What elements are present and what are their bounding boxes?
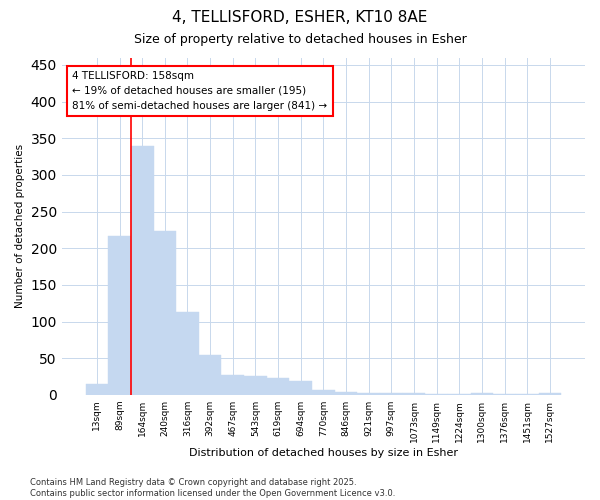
Text: Size of property relative to detached houses in Esher: Size of property relative to detached ho… xyxy=(134,32,466,46)
Bar xyxy=(358,394,380,395)
Text: 4, TELLISFORD, ESHER, KT10 8AE: 4, TELLISFORD, ESHER, KT10 8AE xyxy=(172,10,428,25)
Bar xyxy=(221,375,244,395)
Bar xyxy=(403,394,425,395)
Bar xyxy=(380,394,403,395)
Bar xyxy=(493,394,516,395)
Bar xyxy=(108,236,131,395)
Text: Contains HM Land Registry data © Crown copyright and database right 2025.
Contai: Contains HM Land Registry data © Crown c… xyxy=(30,478,395,498)
Bar xyxy=(448,394,470,395)
Bar xyxy=(176,312,199,395)
Text: 4 TELLISFORD: 158sqm
← 19% of detached houses are smaller (195)
81% of semi-deta: 4 TELLISFORD: 158sqm ← 19% of detached h… xyxy=(72,71,328,110)
Bar xyxy=(244,376,267,395)
Bar xyxy=(267,378,289,395)
Bar xyxy=(199,354,221,395)
Bar xyxy=(289,381,312,395)
Bar xyxy=(312,390,335,395)
Bar xyxy=(516,394,539,395)
Bar xyxy=(470,394,493,395)
Bar xyxy=(335,392,358,395)
Bar xyxy=(425,394,448,395)
X-axis label: Distribution of detached houses by size in Esher: Distribution of detached houses by size … xyxy=(189,448,458,458)
Bar xyxy=(539,394,561,395)
Y-axis label: Number of detached properties: Number of detached properties xyxy=(15,144,25,308)
Bar xyxy=(86,384,108,395)
Bar xyxy=(131,146,154,395)
Bar xyxy=(154,232,176,395)
